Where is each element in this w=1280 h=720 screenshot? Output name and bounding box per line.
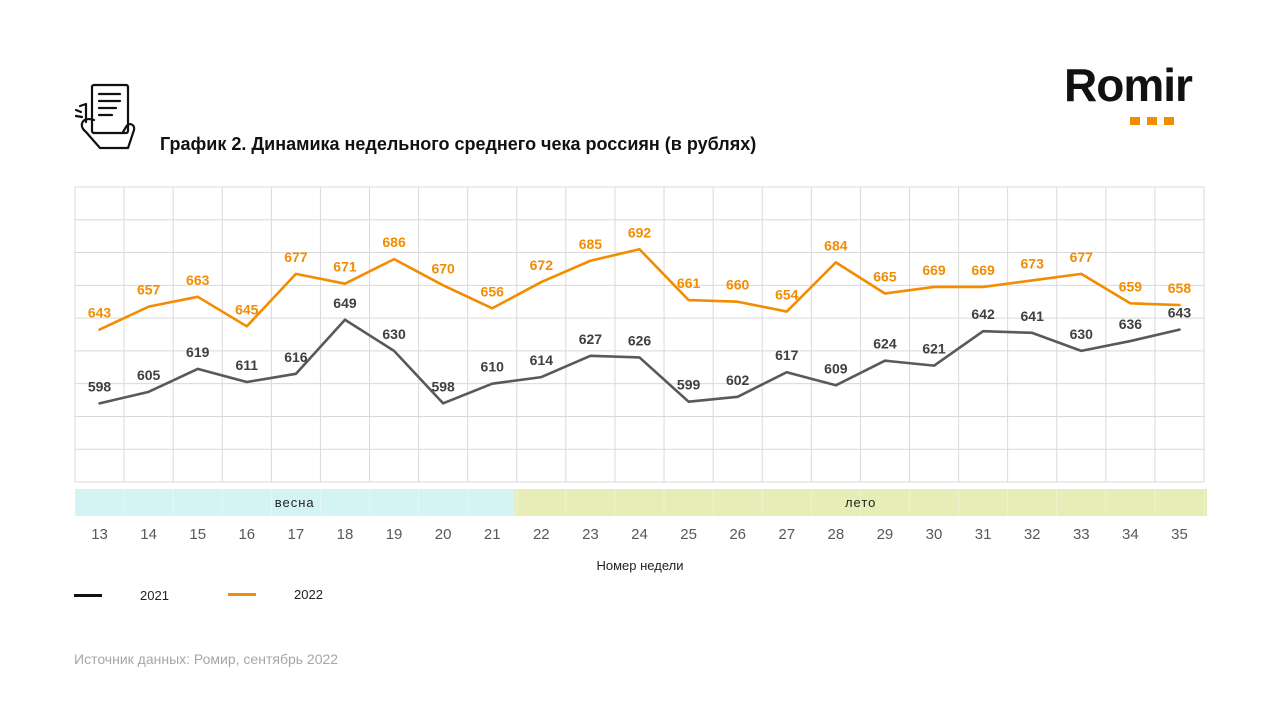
data-label-2021: 649 bbox=[333, 295, 357, 311]
legend-line-2021 bbox=[74, 594, 102, 597]
x-axis-label: Номер недели bbox=[596, 558, 684, 573]
data-label-2021: 626 bbox=[628, 332, 652, 348]
legend-line-2022 bbox=[228, 593, 256, 596]
data-label-2021: 627 bbox=[579, 331, 603, 347]
data-label-2022: 670 bbox=[431, 260, 455, 276]
legend-item-2021: 2021 bbox=[74, 588, 169, 603]
x-tick-label: 21 bbox=[484, 526, 501, 543]
x-tick-label: 13 bbox=[91, 526, 108, 543]
x-tick-label: 30 bbox=[926, 526, 943, 543]
data-label-2022: 657 bbox=[137, 282, 161, 298]
x-tick-label: 15 bbox=[189, 526, 206, 543]
data-label-2022: 659 bbox=[1119, 278, 1143, 294]
data-label-2021: 630 bbox=[382, 326, 406, 342]
data-label-2021: 602 bbox=[726, 372, 750, 388]
season-band-spring bbox=[75, 489, 515, 516]
data-label-2021: 624 bbox=[873, 336, 897, 352]
x-tick-label: 32 bbox=[1024, 526, 1041, 543]
romir-logo: Romir bbox=[1064, 62, 1214, 128]
legend-label-2021: 2021 bbox=[140, 588, 169, 603]
data-label-2022: 677 bbox=[284, 249, 308, 265]
data-label-2022: 661 bbox=[677, 275, 701, 291]
data-label-2022: 665 bbox=[873, 269, 897, 285]
season-label: лето bbox=[845, 495, 876, 510]
data-label-2022: 684 bbox=[824, 237, 848, 253]
data-label-2021: 642 bbox=[971, 306, 995, 322]
data-label-2021: 605 bbox=[137, 367, 161, 383]
data-label-2022: 671 bbox=[333, 259, 357, 275]
data-label-2022: 677 bbox=[1070, 249, 1094, 265]
data-label-2021: 598 bbox=[431, 378, 455, 394]
legend-label-2022: 2022 bbox=[294, 587, 323, 602]
data-label-2022: 692 bbox=[628, 224, 652, 240]
series-line-2022 bbox=[98, 247, 1181, 331]
data-label-2021: 611 bbox=[236, 357, 259, 373]
data-label-2022: 669 bbox=[971, 262, 995, 278]
x-tick-label: 29 bbox=[877, 526, 894, 543]
season-label: весна bbox=[275, 495, 315, 510]
data-source: Источник данных: Ромир, сентябрь 2022 bbox=[74, 651, 339, 667]
data-label-2022: 654 bbox=[775, 287, 799, 303]
data-label-2022: 643 bbox=[88, 305, 112, 321]
data-label-2021: 643 bbox=[1168, 305, 1192, 321]
data-label-2022: 669 bbox=[922, 262, 946, 278]
data-label-2022: 663 bbox=[186, 272, 210, 288]
x-tick-label: 19 bbox=[386, 526, 403, 543]
data-label-2022: 686 bbox=[382, 234, 406, 250]
data-label-2021: 617 bbox=[775, 347, 799, 363]
x-tick-label: 14 bbox=[140, 526, 157, 543]
data-label-2022: 673 bbox=[1021, 255, 1045, 271]
x-tick-label: 24 bbox=[631, 526, 648, 543]
data-label-2021: 610 bbox=[481, 359, 505, 375]
data-label-2021: 630 bbox=[1070, 326, 1094, 342]
data-label-2022: 685 bbox=[579, 236, 603, 252]
x-tick-label: 17 bbox=[288, 526, 305, 543]
x-tick-label: 34 bbox=[1122, 526, 1139, 543]
chart-title: График 2. Динамика недельного среднего ч… bbox=[160, 134, 757, 154]
x-tick-label: 18 bbox=[337, 526, 354, 543]
data-label-2022: 660 bbox=[726, 277, 750, 293]
data-label-2021: 616 bbox=[284, 349, 308, 365]
receipt-hand-icon bbox=[74, 83, 136, 150]
data-label-2021: 621 bbox=[922, 341, 946, 357]
x-tick-label: 23 bbox=[582, 526, 599, 543]
x-tick-label: 33 bbox=[1073, 526, 1090, 543]
x-tick-label: 22 bbox=[533, 526, 550, 543]
logo-text: Romir bbox=[1064, 59, 1193, 111]
legend-item-2022: 2022 bbox=[228, 587, 323, 602]
data-label-2021: 641 bbox=[1021, 308, 1045, 324]
data-label-2021: 598 bbox=[88, 378, 112, 394]
x-tick-label: 26 bbox=[729, 526, 746, 543]
x-tick-label: 25 bbox=[680, 526, 697, 543]
data-label-2021: 599 bbox=[677, 377, 701, 393]
x-tick-label: 31 bbox=[975, 526, 992, 543]
x-tick-label: 27 bbox=[778, 526, 795, 543]
data-label-2021: 609 bbox=[824, 360, 848, 376]
data-label-2021: 636 bbox=[1119, 316, 1143, 332]
x-tick-label: 20 bbox=[435, 526, 452, 543]
data-label-2022: 645 bbox=[235, 301, 259, 317]
data-label-2022: 658 bbox=[1168, 280, 1192, 296]
data-label-2022: 672 bbox=[530, 257, 554, 273]
data-label-2021: 619 bbox=[186, 344, 210, 360]
data-label-2021: 614 bbox=[530, 352, 554, 368]
x-tick-label: 16 bbox=[238, 526, 255, 543]
data-label-2022: 656 bbox=[481, 283, 505, 299]
x-tick-label: 35 bbox=[1171, 526, 1188, 543]
x-tick-label: 28 bbox=[828, 526, 845, 543]
season-band-summer bbox=[514, 489, 1207, 516]
logo-dots-icon bbox=[1130, 112, 1181, 130]
